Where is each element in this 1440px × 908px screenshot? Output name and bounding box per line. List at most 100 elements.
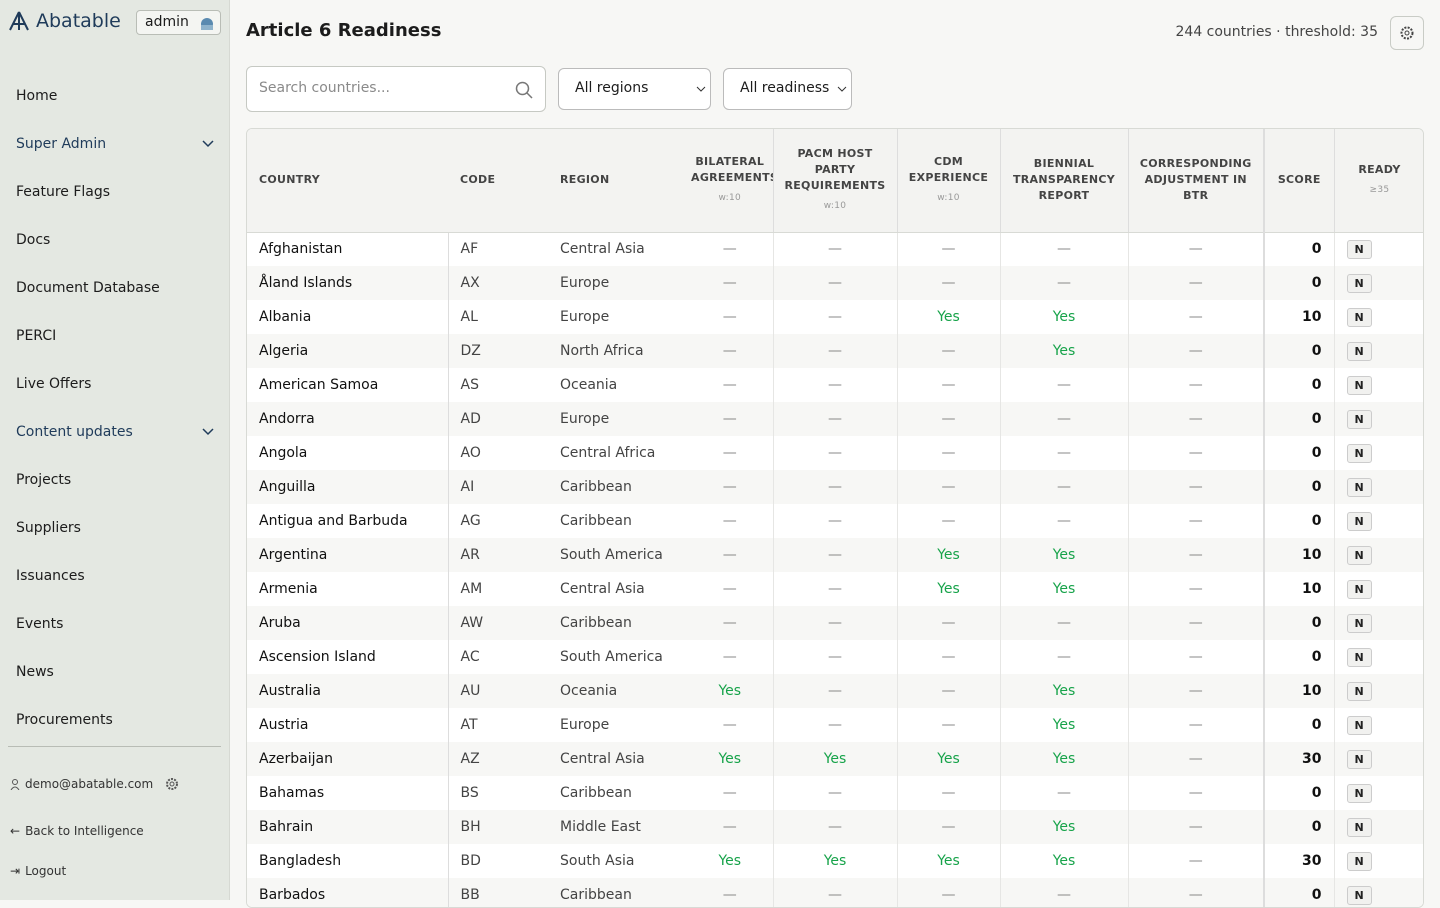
table-cell: N: [1334, 606, 1423, 640]
brand[interactable]: Abatable: [8, 10, 121, 32]
table-cell: —: [1128, 368, 1265, 402]
table-cell: —: [773, 266, 898, 300]
table-cell: North Africa: [548, 334, 687, 368]
table-cell: Austria: [259, 717, 309, 733]
table-cell: —: [1000, 504, 1129, 538]
nav-item[interactable]: Live Offers: [0, 360, 230, 408]
table-cell: AZ: [447, 742, 548, 776]
table-cell: —: [773, 334, 898, 368]
table-cell: Yes: [1000, 844, 1129, 878]
table-cell: 0: [1263, 402, 1335, 436]
table-cell: AG: [447, 504, 548, 538]
nav-item[interactable]: Issuances: [0, 552, 230, 600]
table-cell: —: [897, 708, 1001, 742]
table-cell: —: [773, 810, 898, 844]
table-cell: —: [1128, 606, 1265, 640]
table-cell: Armenia: [259, 581, 318, 597]
nav-item[interactable]: Home: [0, 72, 230, 120]
nav-item[interactable]: Projects: [0, 456, 230, 504]
nav-item[interactable]: Suppliers: [0, 504, 230, 552]
logout[interactable]: ⇥ Logout: [10, 864, 67, 878]
nav-item[interactable]: Events: [0, 600, 230, 648]
nav-item[interactable]: News: [0, 648, 230, 696]
nav-item[interactable]: PERCI: [0, 312, 230, 360]
nav-label: Home: [16, 88, 58, 104]
readiness-select[interactable]: All readiness: [723, 68, 852, 110]
ready-badge: N: [1346, 851, 1372, 871]
nav-item[interactable]: Docs: [0, 216, 230, 264]
table-cell: —: [1000, 606, 1129, 640]
table-cell: N: [1334, 878, 1423, 907]
table-cell: —: [687, 572, 774, 606]
table-cell: 0: [1263, 436, 1335, 470]
chevron: [696, 86, 706, 92]
column-header: REGION: [548, 129, 687, 233]
table-row: Andorra AD Europe — — — — —0 N: [247, 402, 1423, 436]
table-cell: 10: [1263, 538, 1335, 572]
table-cell: —: [773, 878, 898, 907]
table-row: Afghanistan AF Central Asia — — — — —0 N: [247, 232, 1423, 266]
table-cell: —: [897, 334, 1001, 368]
role-badge[interactable]: admin: [136, 10, 221, 35]
table-cell: Central Asia: [548, 742, 687, 776]
nav-label: Projects: [16, 472, 72, 488]
table-cell: —: [897, 266, 1001, 300]
table-cell: Åland Islands: [247, 266, 448, 300]
back-link[interactable]: ← Back to Intelligence: [10, 824, 144, 838]
table-cell: —: [897, 640, 1001, 674]
table-cell: N: [1334, 640, 1423, 674]
table-cell: —: [773, 300, 898, 334]
column-header: CDM EXPERIENCE w:10: [897, 129, 1001, 233]
table-cell: —: [687, 470, 774, 504]
column-label: CODE: [460, 173, 496, 187]
column-note: w:10: [718, 193, 742, 204]
settings-button[interactable]: [1390, 16, 1424, 50]
column-label: REGION: [560, 173, 610, 187]
nav-label: Content updates: [16, 424, 133, 440]
table-cell: American Samoa: [259, 377, 379, 393]
nav-item[interactable]: Feature Flags: [0, 168, 230, 216]
table-cell: Antigua and Barbuda: [259, 513, 408, 529]
column-label: CORRESPONDING ADJUSTMENT IN BTR: [1139, 157, 1252, 203]
table-cell: 0: [1263, 606, 1335, 640]
table-cell: N: [1334, 844, 1423, 878]
table-cell: —: [897, 674, 1001, 708]
table-cell: Afghanistan: [259, 241, 343, 258]
table-cell: AX: [447, 266, 548, 300]
summary: 244 countries · threshold: 35: [1175, 24, 1379, 40]
table-cell: —: [1128, 572, 1265, 606]
table-row: Armenia AM Central Asia — — Yes Yes —10 N: [247, 572, 1423, 606]
table-cell: 0: [1263, 776, 1335, 810]
table-cell: AW: [447, 606, 548, 640]
nav-item[interactable]: Content updates: [0, 408, 230, 456]
brand-name: Abatable: [36, 10, 121, 32]
table-cell: Albania: [259, 309, 312, 325]
table-cell: N: [1334, 266, 1423, 300]
table-cell: —: [687, 300, 774, 334]
region-select[interactable]: All regions: [558, 68, 711, 110]
table-cell: DZ: [447, 334, 548, 368]
table-cell: 10: [1263, 674, 1335, 708]
table-cell: Ascension Island: [259, 649, 376, 665]
table-cell: N: [1334, 776, 1423, 810]
nav-item[interactable]: Super Admin: [0, 120, 230, 168]
ready-badge: N: [1346, 783, 1372, 803]
column-header: PACM HOST PARTY REQUIREMENTS w:10: [773, 129, 898, 233]
table-cell: —: [1128, 844, 1265, 878]
table-cell: BB: [447, 878, 548, 907]
table-cell: Caribbean: [548, 878, 687, 907]
table-cell: —: [1000, 436, 1129, 470]
search-input[interactable]: Search countries...: [246, 66, 546, 112]
settings-icon[interactable]: [164, 776, 180, 792]
table-cell: Yes: [1000, 674, 1129, 708]
header-row: COUNTRY CODE REGION BILATERAL AGREEMENTS w:1…: [247, 129, 1423, 233]
nav-item[interactable]: Procurements: [0, 696, 230, 744]
table-cell: 10: [1263, 300, 1335, 334]
ready-badge: N: [1346, 613, 1372, 633]
table-cell: 0: [1263, 232, 1335, 266]
nav-item[interactable]: Document Database: [0, 264, 230, 312]
page-title: Article 6 Readiness: [246, 20, 442, 41]
table-cell: —: [687, 368, 774, 402]
table-cell: —: [773, 470, 898, 504]
table-cell: —: [1128, 878, 1265, 907]
